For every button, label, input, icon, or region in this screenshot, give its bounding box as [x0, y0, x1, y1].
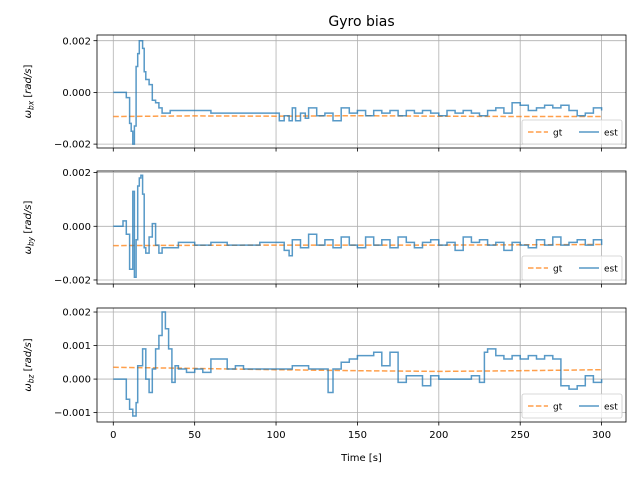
chart-title: Gyro bias [328, 14, 394, 30]
subplot-by: −0.002 0.000 0.002 ωby [rad/s] gt est [23, 168, 627, 288]
y-tick-label: 0.001 [62, 341, 91, 352]
legend: gt est [521, 255, 623, 281]
x-tick-label: 150 [348, 430, 367, 441]
series-est-line [113, 311, 603, 417]
legend-label-est: est [604, 128, 618, 138]
subplot-bz: −0.001 0.000 0.001 0.002 0 50 100 150 200 250 300 ω… [23, 307, 627, 441]
y-axis-label: ωby [rad/s] [23, 201, 36, 255]
axes-frame [96, 170, 627, 285]
y-tick-label: 0.002 [62, 168, 91, 179]
y-tick-label: 0.002 [62, 308, 91, 319]
x-tick-label: 300 [592, 430, 611, 441]
legend-label-est: est [604, 402, 618, 412]
x-axis-label: Time [s] [340, 453, 382, 464]
legend: gt est [521, 393, 623, 419]
axes-frame [96, 307, 627, 423]
x-tick-label: 0 [110, 430, 116, 441]
legend: gt est [521, 119, 623, 145]
x-tick-label: 100 [266, 430, 285, 441]
legend-label-est: est [604, 264, 618, 274]
y-tick-label: −0.002 [54, 140, 91, 151]
series-gt-line [113, 114, 602, 118]
x-tick-label: 50 [188, 430, 201, 441]
y-tick-label: −0.001 [54, 408, 91, 419]
series-est-line [113, 39, 603, 145]
legend-label-gt: gt [553, 128, 563, 138]
legend-label-gt: gt [553, 402, 563, 412]
y-tick-label: 0.000 [62, 222, 91, 233]
legend-box [521, 119, 623, 145]
axes-frame [96, 34, 627, 149]
series-est-line [113, 174, 603, 279]
subplot-bx: −0.002 0.000 0.002 ωbx [rad/s] gt est [23, 34, 627, 152]
y-tick-label: 0.002 [62, 36, 91, 47]
y-tick-label: 0.000 [62, 88, 91, 99]
legend-box [521, 255, 623, 281]
x-tick-label: 200 [429, 430, 448, 441]
legend-label-gt: gt [553, 264, 563, 274]
y-tick-label: −0.002 [54, 276, 91, 287]
y-axis-label: ωbz [rad/s] [23, 338, 36, 391]
x-tick-label: 250 [511, 430, 530, 441]
y-axis-label: ωbx [rad/s] [23, 65, 36, 119]
legend-box [521, 393, 623, 419]
y-tick-label: 0.000 [62, 375, 91, 386]
